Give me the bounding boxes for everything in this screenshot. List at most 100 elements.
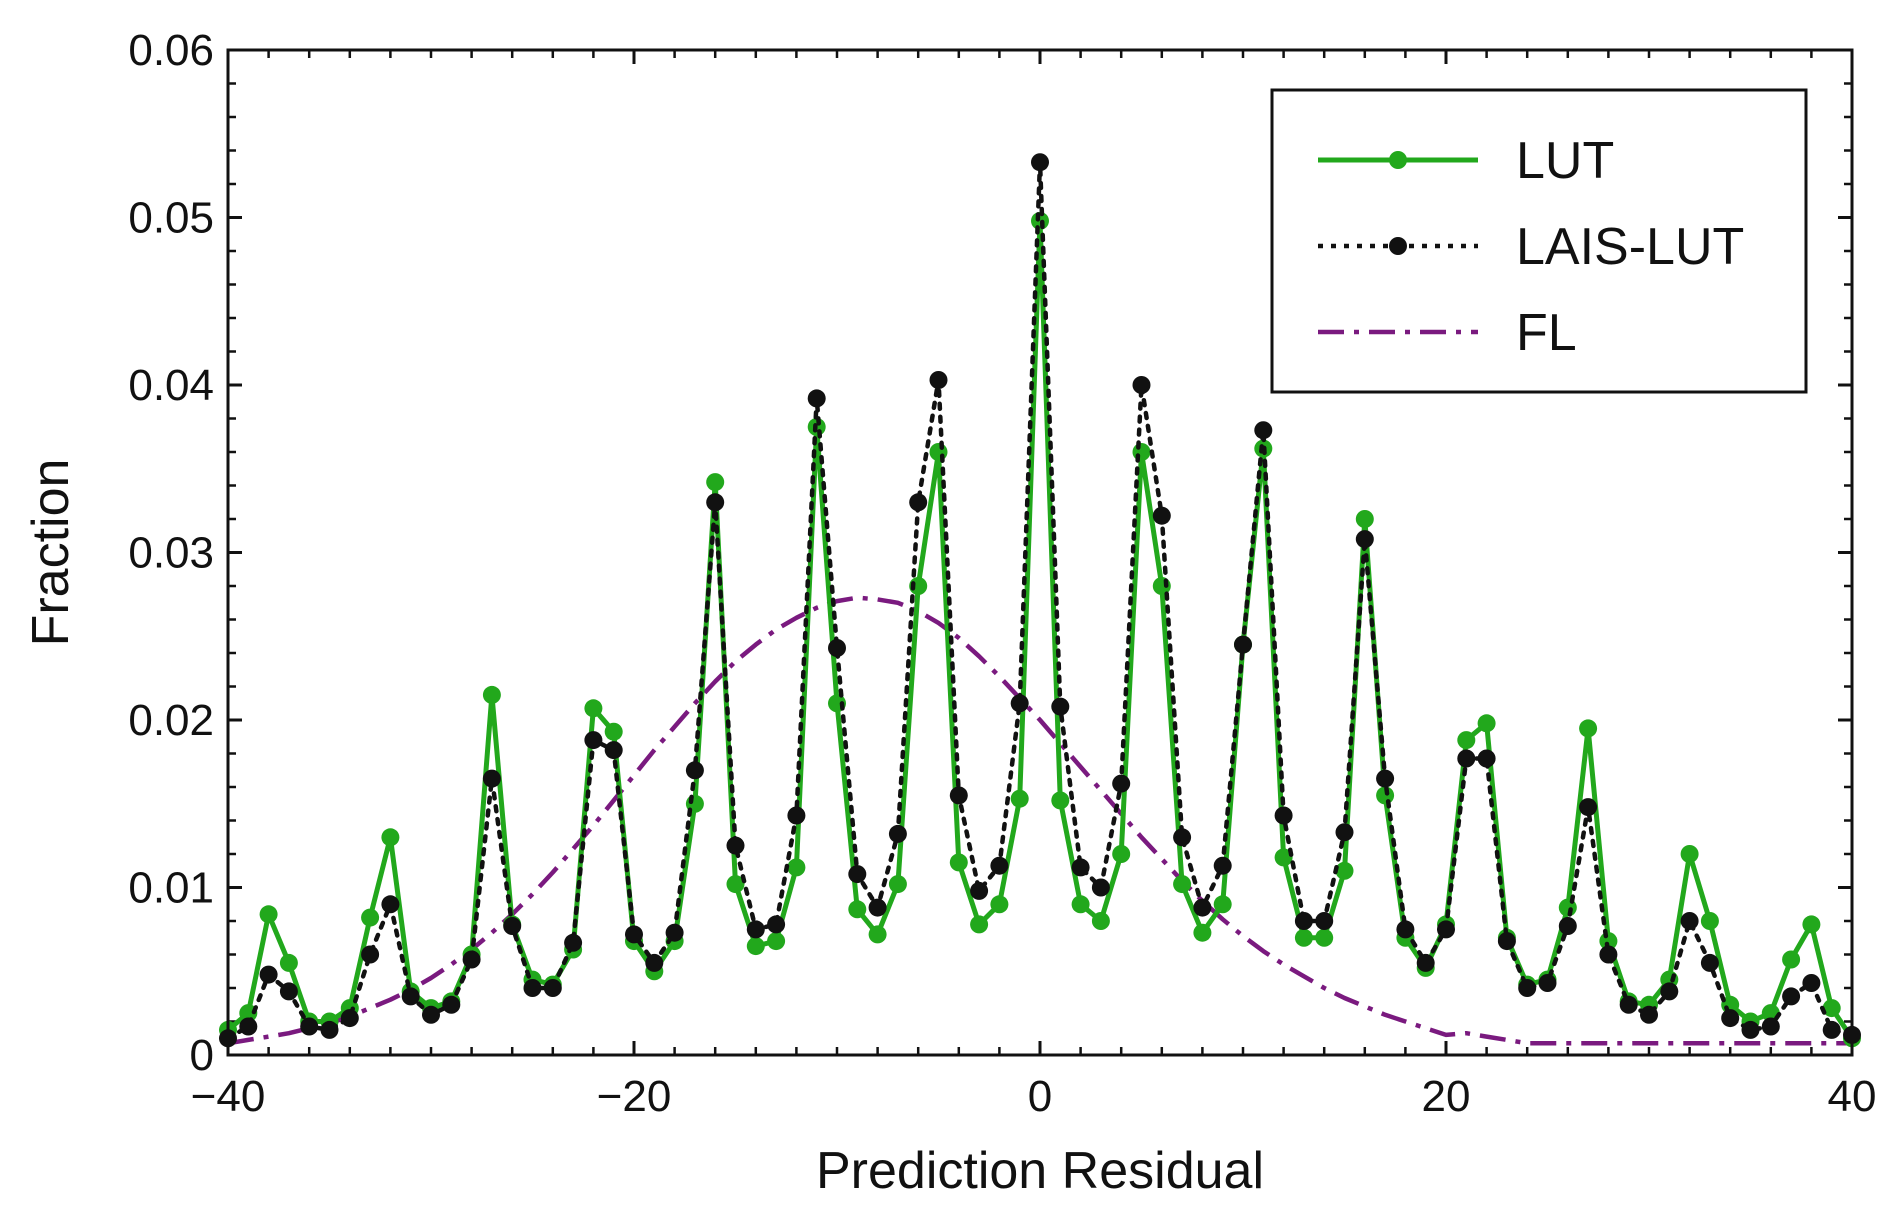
- data-point-lut: [279, 953, 298, 972]
- data-point-lais-lut: [685, 761, 704, 780]
- data-point-lais-lut: [340, 1009, 359, 1028]
- data-point-lut: [970, 915, 989, 934]
- tick-labels: −40 −20 0 20 40 0 0.01 0.02 0.03 0.04 0.05 0.06: [128, 26, 1876, 1121]
- data-point-lut: [239, 1004, 258, 1023]
- y-tick-label: 0.03: [128, 529, 214, 578]
- data-point-lais-lut: [1741, 1020, 1760, 1039]
- data-point-lut: [1477, 714, 1496, 733]
- data-point-lais-lut: [1091, 878, 1110, 897]
- data-point-lut: [726, 875, 745, 894]
- legend-marker: [1389, 151, 1407, 169]
- data-point-lut: [584, 699, 603, 718]
- data-point-lais-lut: [564, 933, 583, 952]
- legend-box: [1270, 88, 1808, 394]
- data-point-lais-lut: [1660, 982, 1679, 1001]
- data-point-lut: [1213, 895, 1232, 914]
- data-point-lais-lut: [1416, 953, 1435, 972]
- data-point-lais-lut: [1335, 823, 1354, 842]
- data-point-lut: [1294, 928, 1313, 947]
- data-point-lut: [259, 905, 278, 924]
- legend-item-fl: FL: [1318, 304, 1577, 362]
- y-tick-label: 0.01: [128, 864, 214, 913]
- data-point-lais-lut: [949, 786, 968, 805]
- data-point-lut: [1802, 915, 1821, 934]
- data-point-lais-lut: [787, 806, 806, 825]
- data-point-lut: [767, 932, 786, 951]
- data-point-lais-lut: [868, 898, 887, 917]
- data-point-lut: [604, 722, 623, 741]
- legend-marker: [1389, 237, 1407, 255]
- data-point-lut: [1010, 789, 1029, 808]
- data-point-lut: [1112, 845, 1131, 863]
- data-point-lais-lut: [645, 953, 664, 972]
- data-point-lais-lut: [1355, 530, 1374, 549]
- data-point-lais-lut: [361, 945, 380, 964]
- data-point-lais-lut: [1477, 749, 1496, 768]
- data-point-lut: [1680, 845, 1699, 863]
- data-point-lais-lut: [828, 639, 846, 657]
- data-point-lais-lut: [1396, 920, 1415, 939]
- data-point-lais-lut: [422, 1005, 440, 1024]
- y-tick-label: 0: [190, 1031, 214, 1080]
- data-point-lais-lut: [300, 1017, 319, 1036]
- data-point-lais-lut: [1619, 995, 1638, 1014]
- series-layer: [219, 153, 1861, 1048]
- data-point-lut: [361, 908, 380, 927]
- plot-frame: [226, 48, 1854, 1057]
- y-tick-label: 0.05: [128, 194, 214, 243]
- y-axis-title: Fraction: [22, 459, 80, 647]
- data-point-lut: [1822, 999, 1841, 1018]
- data-point-lais-lut: [482, 769, 501, 788]
- data-point-lais-lut: [625, 925, 643, 944]
- data-point-lais-lut: [1457, 749, 1476, 768]
- data-point-lut: [1782, 950, 1801, 969]
- x-tick-label: −20: [597, 1072, 672, 1121]
- data-point-lais-lut: [1071, 858, 1090, 877]
- data-point-lais-lut: [929, 371, 948, 389]
- data-point-lais-lut: [1274, 806, 1293, 825]
- legend-label: FL: [1516, 304, 1577, 362]
- data-point-lais-lut: [1518, 979, 1537, 997]
- data-point-lut: [1173, 875, 1192, 894]
- data-point-lut: [1355, 510, 1374, 528]
- data-point-lais-lut: [1761, 1017, 1780, 1036]
- data-point-lais-lut: [726, 836, 745, 855]
- data-point-lut: [1091, 912, 1110, 930]
- x-tick-label: 20: [1422, 1072, 1471, 1121]
- data-point-lais-lut: [1152, 506, 1171, 525]
- data-point-lut: [990, 895, 1009, 914]
- data-point-lais-lut: [1538, 974, 1557, 992]
- data-point-lut: [1315, 928, 1334, 947]
- data-point-lais-lut: [1010, 694, 1029, 713]
- legend-item-lut: LUT: [1318, 132, 1614, 190]
- data-point-lais-lut: [462, 950, 481, 969]
- x-tick-label: 40: [1828, 1072, 1877, 1121]
- legend-label: LUT: [1516, 132, 1614, 190]
- legend: LUT LAIS-LUT FL: [1270, 88, 1808, 394]
- data-point-lais-lut: [1193, 898, 1212, 917]
- data-point-lut: [482, 685, 501, 704]
- data-point-lais-lut: [523, 979, 542, 997]
- data-point-lais-lut: [503, 917, 522, 935]
- data-point-lais-lut: [1822, 1020, 1841, 1039]
- data-point-lais-lut: [1234, 635, 1252, 654]
- data-point-lais-lut: [320, 1020, 339, 1039]
- data-point-lais-lut: [1558, 917, 1577, 935]
- data-point-lais-lut: [1051, 697, 1070, 716]
- data-point-lais-lut: [279, 982, 298, 1001]
- legend-item-lais-lut: LAIS-LUT: [1318, 218, 1744, 276]
- data-point-lut: [1579, 719, 1598, 738]
- data-point-lais-lut: [1599, 945, 1618, 964]
- data-point-lais-lut: [767, 915, 786, 934]
- y-tick-label: 0.06: [128, 26, 214, 75]
- data-point-lais-lut: [1315, 912, 1334, 930]
- data-point-lais-lut: [1031, 153, 1049, 172]
- data-point-lais-lut: [1700, 953, 1719, 972]
- data-point-lais-lut: [1173, 828, 1192, 847]
- data-point-lut: [868, 925, 887, 944]
- data-point-lut: [949, 853, 968, 872]
- data-point-lais-lut: [706, 493, 725, 512]
- data-point-lut: [888, 875, 907, 894]
- data-point-lut: [1071, 895, 1090, 914]
